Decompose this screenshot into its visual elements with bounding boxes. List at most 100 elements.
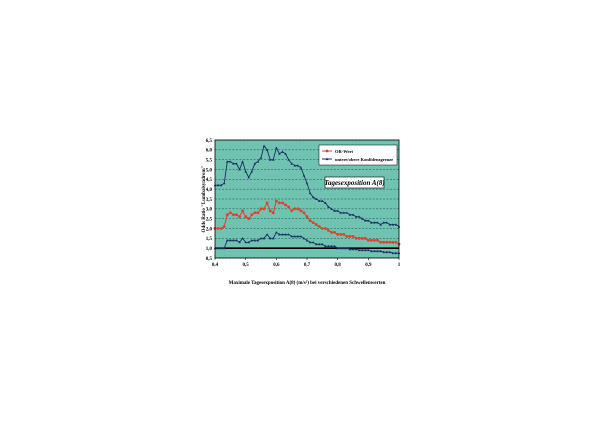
y-tick-label: 1,0 — [206, 247, 213, 252]
legend-or-swatch-marker — [325, 149, 329, 153]
or-point — [296, 207, 300, 211]
y-tick-label: 4,5 — [206, 178, 213, 183]
lower-ci-point — [287, 233, 290, 236]
lower-ci-point — [222, 246, 226, 250]
upper-ci-point — [394, 223, 398, 226]
or-point — [327, 229, 330, 232]
lower-ci-point — [284, 233, 287, 236]
upper-ci-point — [302, 174, 306, 177]
lower-ci-point — [324, 244, 327, 248]
or-point — [302, 211, 306, 215]
upper-ci-point — [324, 201, 327, 204]
legend-ci-swatch-marker — [325, 157, 329, 161]
upper-ci-point — [238, 168, 241, 171]
upper-ci-point — [339, 211, 343, 214]
lower-ci-point — [327, 244, 330, 248]
or-point — [366, 238, 370, 242]
upper-ci-point — [311, 195, 315, 199]
or-point — [360, 236, 364, 240]
x-tick-label: 0,7 — [304, 263, 311, 268]
lower-ci-point — [345, 246, 349, 250]
series-or-wert — [213, 199, 401, 246]
lower-ci-point — [311, 240, 315, 244]
lower-ci-point — [290, 235, 293, 238]
upper-ci-point — [367, 219, 370, 222]
legend-or-label: OR-Wert — [335, 149, 353, 154]
y-tick-label: 3,0 — [206, 208, 213, 213]
or-point — [376, 238, 379, 242]
or-point — [324, 227, 327, 230]
upper-ci-point — [253, 162, 257, 165]
lower-ci-point — [268, 237, 272, 240]
upper-ci-point — [336, 209, 339, 212]
or-point — [216, 227, 220, 230]
upper-ci-point — [287, 158, 290, 161]
or-point — [241, 209, 245, 213]
lower-ci-point — [342, 246, 346, 250]
lower-ci-point — [232, 239, 235, 242]
upper-ci-point — [327, 205, 330, 208]
upper-ci-point — [281, 150, 284, 153]
upper-ci-point — [351, 213, 355, 216]
lower-ci-point — [250, 239, 254, 242]
upper-ci-point — [241, 160, 244, 163]
lower-ci-point — [241, 237, 244, 240]
lower-ci-point — [388, 250, 392, 254]
or-point — [394, 240, 398, 244]
lower-ci-point — [360, 248, 364, 252]
lower-ci-point — [370, 249, 373, 253]
legend-box — [318, 144, 398, 166]
upper-ci-point — [293, 164, 297, 167]
or-point — [259, 207, 263, 211]
upper-ci-point — [232, 162, 235, 165]
or-point — [268, 209, 272, 213]
lower-ci-point — [299, 235, 303, 238]
or-point — [333, 231, 336, 234]
lower-ci-point — [376, 249, 379, 253]
upper-ci-point — [321, 199, 324, 203]
y-tick-labels: 0,5 1,0 1,5 2,0 2,5 3,0 3,5 4,0 4,5 5,0 5,5 6,0 6,5 — [206, 139, 213, 262]
or-point — [274, 199, 278, 203]
lower-ci-point — [293, 235, 297, 238]
upper-ci-point — [382, 221, 385, 224]
lower-ci-point — [351, 247, 355, 251]
upper-ci-point — [354, 215, 358, 218]
upper-ci-point — [333, 209, 336, 212]
y-axis-label: Odds Ratio "Lumbalsyndrom" — [202, 165, 207, 232]
annotation-box: Tagesexposition A(8) — [324, 176, 385, 189]
or-point — [391, 240, 395, 244]
upper-ci-point — [259, 156, 263, 159]
y-tick-label: 6,0 — [206, 149, 213, 154]
or-point — [228, 211, 232, 215]
upper-ci-point — [357, 215, 361, 218]
lower-ci-point — [363, 248, 367, 252]
upper-ci-point — [296, 164, 300, 167]
or-point — [278, 201, 281, 205]
legend: OR-Wert untere/obere Konfidenzgrenze — [318, 144, 398, 166]
or-point — [370, 238, 373, 242]
or-point — [244, 215, 248, 219]
upper-ci-point — [256, 160, 260, 163]
lower-ci-point — [379, 249, 382, 253]
or-point — [238, 215, 241, 219]
or-point — [342, 233, 346, 236]
y-tick-label: 4,0 — [206, 188, 213, 193]
x-axis-label: Maximale Tagesexposition A(8) (m/s²) bei… — [229, 280, 386, 286]
or-point — [351, 234, 355, 238]
or-point — [305, 215, 309, 219]
or-point — [225, 213, 229, 217]
lower-ci-point — [244, 240, 247, 244]
or-point — [299, 209, 303, 213]
or-point — [317, 225, 321, 228]
lower-ci-point — [265, 233, 269, 236]
upper-ci-point — [388, 223, 392, 226]
y-tick-label: 1,5 — [206, 237, 213, 242]
x-tick-labels: 0,4 0,5 0,6 0,7 0,8 0,9 1 — [212, 258, 401, 268]
lower-ci-point — [305, 239, 309, 242]
lower-ci-point — [357, 248, 361, 252]
or-point — [250, 213, 254, 217]
y-tick-label: 2,0 — [206, 227, 213, 232]
upper-ci-point — [250, 170, 254, 173]
upper-ci-point — [342, 211, 346, 214]
or-point — [314, 223, 318, 226]
